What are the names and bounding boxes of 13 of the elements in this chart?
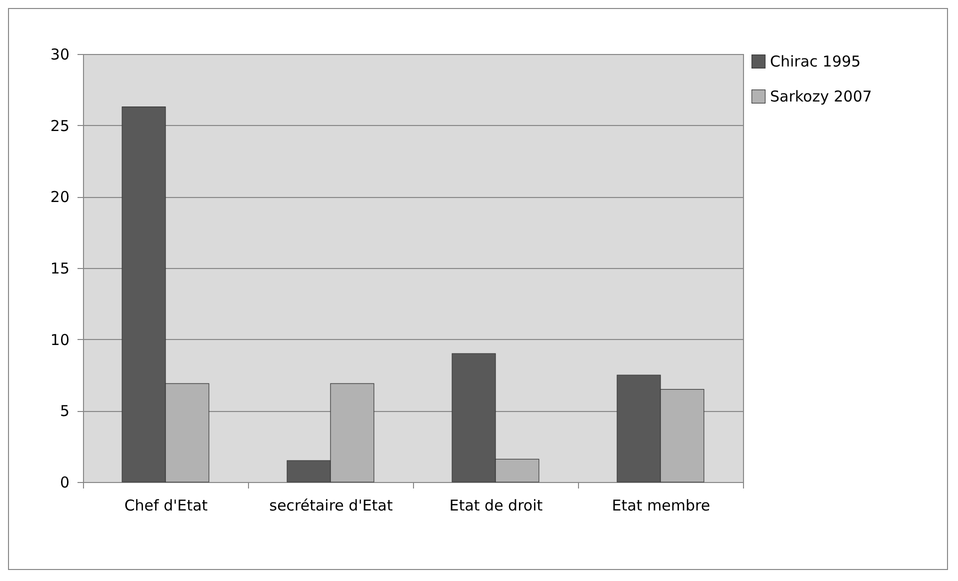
y-tick-label: 5 (60, 402, 70, 420)
y-tick-label: 15 (50, 260, 70, 278)
y-tick-label: 20 (50, 188, 70, 206)
y-tick-label: 30 (50, 46, 70, 64)
y-tick-label: 0 (60, 474, 70, 492)
y-tick-label: 25 (50, 116, 70, 135)
y-tick-label: 10 (50, 330, 70, 349)
legend-label: Chirac 1995 (770, 52, 861, 70)
x-tick-label: Chef d'Etat (124, 496, 208, 514)
x-tick-label: Etat de droit (449, 496, 543, 514)
x-tick-label: Etat membre (612, 496, 710, 514)
x-tick-label: secrétaire d'Etat (269, 496, 393, 514)
legend-label: Sarkozy 2007 (770, 88, 872, 106)
